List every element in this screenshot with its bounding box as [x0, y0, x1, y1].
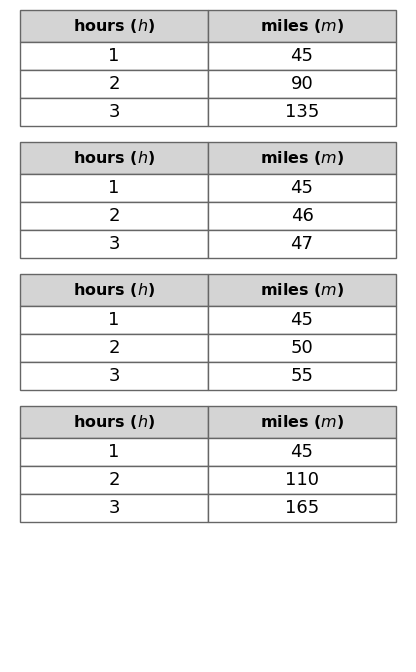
- Text: 1: 1: [108, 311, 120, 329]
- Bar: [208, 70, 396, 98]
- Text: 1: 1: [108, 179, 120, 197]
- Bar: [20, 202, 208, 230]
- Bar: [20, 494, 208, 522]
- Text: 3: 3: [108, 499, 120, 517]
- Bar: [208, 142, 396, 174]
- Text: miles ($\mathit{m}$): miles ($\mathit{m}$): [260, 149, 344, 167]
- Text: 90: 90: [291, 75, 313, 93]
- Text: hours ($\mathit{h}$): hours ($\mathit{h}$): [73, 281, 155, 299]
- Bar: [20, 466, 208, 494]
- Bar: [208, 42, 396, 70]
- Bar: [208, 406, 396, 438]
- Bar: [20, 174, 208, 202]
- Bar: [20, 334, 208, 362]
- Bar: [208, 230, 396, 258]
- Text: 3: 3: [108, 367, 120, 385]
- Text: 45: 45: [290, 179, 314, 197]
- Bar: [20, 10, 208, 42]
- Bar: [20, 70, 208, 98]
- Text: 1: 1: [108, 47, 120, 65]
- Bar: [20, 42, 208, 70]
- Text: 135: 135: [285, 103, 319, 121]
- Bar: [20, 142, 208, 174]
- Text: hours ($\mathit{h}$): hours ($\mathit{h}$): [73, 413, 155, 431]
- Bar: [20, 438, 208, 466]
- Text: 45: 45: [290, 443, 314, 461]
- Text: 2: 2: [108, 471, 120, 489]
- Text: 165: 165: [285, 499, 319, 517]
- Bar: [20, 406, 208, 438]
- Text: miles ($\mathit{m}$): miles ($\mathit{m}$): [260, 281, 344, 299]
- Bar: [20, 230, 208, 258]
- Text: 45: 45: [290, 311, 314, 329]
- Text: 2: 2: [108, 339, 120, 357]
- Bar: [20, 306, 208, 334]
- Text: 55: 55: [290, 367, 314, 385]
- Text: hours ($\mathit{h}$): hours ($\mathit{h}$): [73, 17, 155, 35]
- Text: 3: 3: [108, 235, 120, 253]
- Bar: [208, 10, 396, 42]
- Text: 46: 46: [290, 207, 313, 225]
- Bar: [208, 98, 396, 126]
- Bar: [208, 438, 396, 466]
- Bar: [208, 334, 396, 362]
- Bar: [20, 274, 208, 306]
- Text: 110: 110: [285, 471, 319, 489]
- Text: 1: 1: [108, 443, 120, 461]
- Text: miles ($\mathit{m}$): miles ($\mathit{m}$): [260, 413, 344, 431]
- Bar: [208, 202, 396, 230]
- Text: 47: 47: [290, 235, 314, 253]
- Bar: [208, 274, 396, 306]
- Bar: [208, 362, 396, 390]
- Text: 3: 3: [108, 103, 120, 121]
- Bar: [208, 466, 396, 494]
- Bar: [208, 306, 396, 334]
- Text: hours ($\mathit{h}$): hours ($\mathit{h}$): [73, 149, 155, 167]
- Text: 2: 2: [108, 207, 120, 225]
- Text: 50: 50: [291, 339, 313, 357]
- Bar: [20, 362, 208, 390]
- Text: miles ($\mathit{m}$): miles ($\mathit{m}$): [260, 17, 344, 35]
- Text: 2: 2: [108, 75, 120, 93]
- Text: 45: 45: [290, 47, 314, 65]
- Bar: [208, 494, 396, 522]
- Bar: [208, 174, 396, 202]
- Bar: [20, 98, 208, 126]
